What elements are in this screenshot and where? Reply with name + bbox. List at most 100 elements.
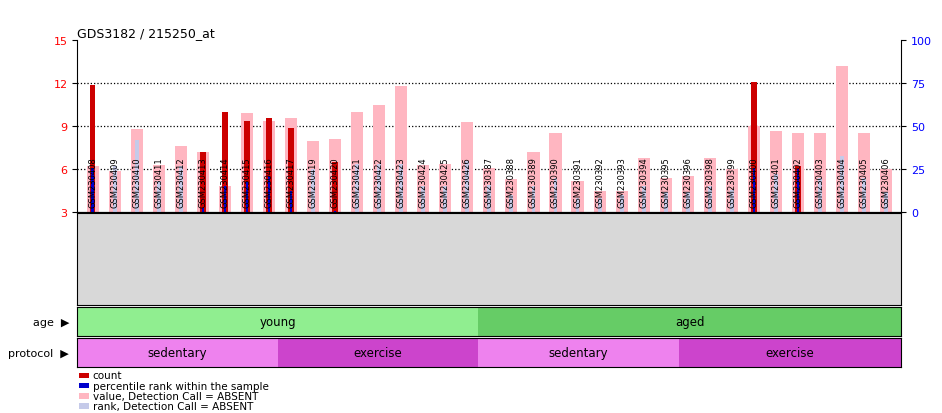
Bar xyxy=(263,121,275,213)
Bar xyxy=(268,177,270,213)
Bar xyxy=(267,119,271,213)
Bar xyxy=(79,373,89,378)
Bar xyxy=(395,87,407,213)
Bar xyxy=(197,153,209,213)
Bar xyxy=(797,170,799,213)
Bar xyxy=(752,170,755,213)
Bar xyxy=(157,182,161,213)
Bar xyxy=(175,147,187,213)
Bar xyxy=(597,199,602,213)
Bar xyxy=(307,141,319,213)
Bar xyxy=(329,140,341,213)
Bar xyxy=(531,187,535,213)
Bar xyxy=(289,180,293,213)
Bar xyxy=(417,166,430,213)
Bar xyxy=(725,170,738,213)
Bar xyxy=(333,211,336,213)
Bar xyxy=(792,134,804,213)
Bar xyxy=(528,153,540,213)
Bar xyxy=(479,338,679,368)
Bar xyxy=(333,163,338,213)
Text: GDS3182 / 215250_at: GDS3182 / 215250_at xyxy=(77,27,215,40)
Bar xyxy=(153,166,165,213)
Bar xyxy=(89,85,95,213)
Bar xyxy=(288,128,294,213)
Bar xyxy=(796,175,800,213)
Bar xyxy=(572,181,584,213)
Bar xyxy=(576,199,579,213)
Bar xyxy=(620,196,624,213)
Bar xyxy=(840,156,844,213)
Bar xyxy=(278,338,479,368)
Bar xyxy=(79,383,89,389)
Bar xyxy=(483,169,495,213)
Bar xyxy=(659,178,672,213)
Bar xyxy=(730,190,734,213)
Bar xyxy=(311,170,315,213)
Bar xyxy=(90,161,94,213)
Bar xyxy=(245,170,249,213)
Bar xyxy=(818,178,821,213)
Bar xyxy=(399,165,403,213)
Text: protocol  ▶: protocol ▶ xyxy=(8,348,69,358)
Bar xyxy=(686,192,690,213)
Bar xyxy=(108,171,121,213)
Text: sedentary: sedentary xyxy=(548,346,609,359)
Bar xyxy=(351,113,364,213)
Text: young: young xyxy=(259,315,296,328)
Bar xyxy=(373,106,385,213)
Bar xyxy=(664,192,668,213)
Bar xyxy=(642,187,645,213)
Bar xyxy=(510,196,513,213)
Bar xyxy=(679,338,901,368)
Bar xyxy=(554,178,558,213)
Bar xyxy=(549,134,561,213)
Bar xyxy=(79,393,89,399)
Bar xyxy=(487,185,492,213)
Bar xyxy=(241,114,253,213)
Bar xyxy=(465,161,469,213)
Bar xyxy=(285,119,297,213)
Bar xyxy=(131,130,143,213)
Text: percentile rank within the sample: percentile rank within the sample xyxy=(93,381,268,391)
Bar xyxy=(267,168,271,213)
Bar xyxy=(753,169,755,213)
Bar xyxy=(593,191,606,213)
Bar xyxy=(135,141,138,213)
Bar xyxy=(439,164,451,213)
Bar xyxy=(707,187,712,213)
Text: age  ▶: age ▶ xyxy=(33,317,69,327)
Bar xyxy=(638,159,650,213)
Text: exercise: exercise xyxy=(766,346,815,359)
Text: count: count xyxy=(93,370,122,380)
Bar xyxy=(751,83,756,213)
Bar xyxy=(836,67,848,213)
Bar xyxy=(87,167,99,213)
Bar xyxy=(77,338,278,368)
Text: value, Detection Call = ABSENT: value, Detection Call = ABSENT xyxy=(93,391,258,401)
Bar xyxy=(91,169,94,213)
Bar xyxy=(179,166,183,213)
Text: rank, Detection Call = ABSENT: rank, Detection Call = ABSENT xyxy=(93,401,253,411)
Bar xyxy=(505,180,517,213)
Bar xyxy=(377,165,382,213)
Bar xyxy=(479,307,901,337)
Bar xyxy=(682,177,693,213)
Bar xyxy=(244,121,250,213)
Bar xyxy=(355,165,359,213)
Bar xyxy=(885,192,888,213)
Bar xyxy=(814,134,826,213)
Bar xyxy=(77,307,479,337)
Bar xyxy=(774,175,778,213)
Bar xyxy=(444,187,447,213)
Text: aged: aged xyxy=(675,315,705,328)
Bar xyxy=(333,170,337,213)
Bar xyxy=(219,187,231,213)
Bar xyxy=(202,209,204,213)
Bar xyxy=(880,170,892,213)
Bar xyxy=(246,183,248,213)
Bar xyxy=(421,187,425,213)
Bar xyxy=(862,178,866,213)
Text: exercise: exercise xyxy=(353,346,402,359)
Bar xyxy=(113,166,117,213)
